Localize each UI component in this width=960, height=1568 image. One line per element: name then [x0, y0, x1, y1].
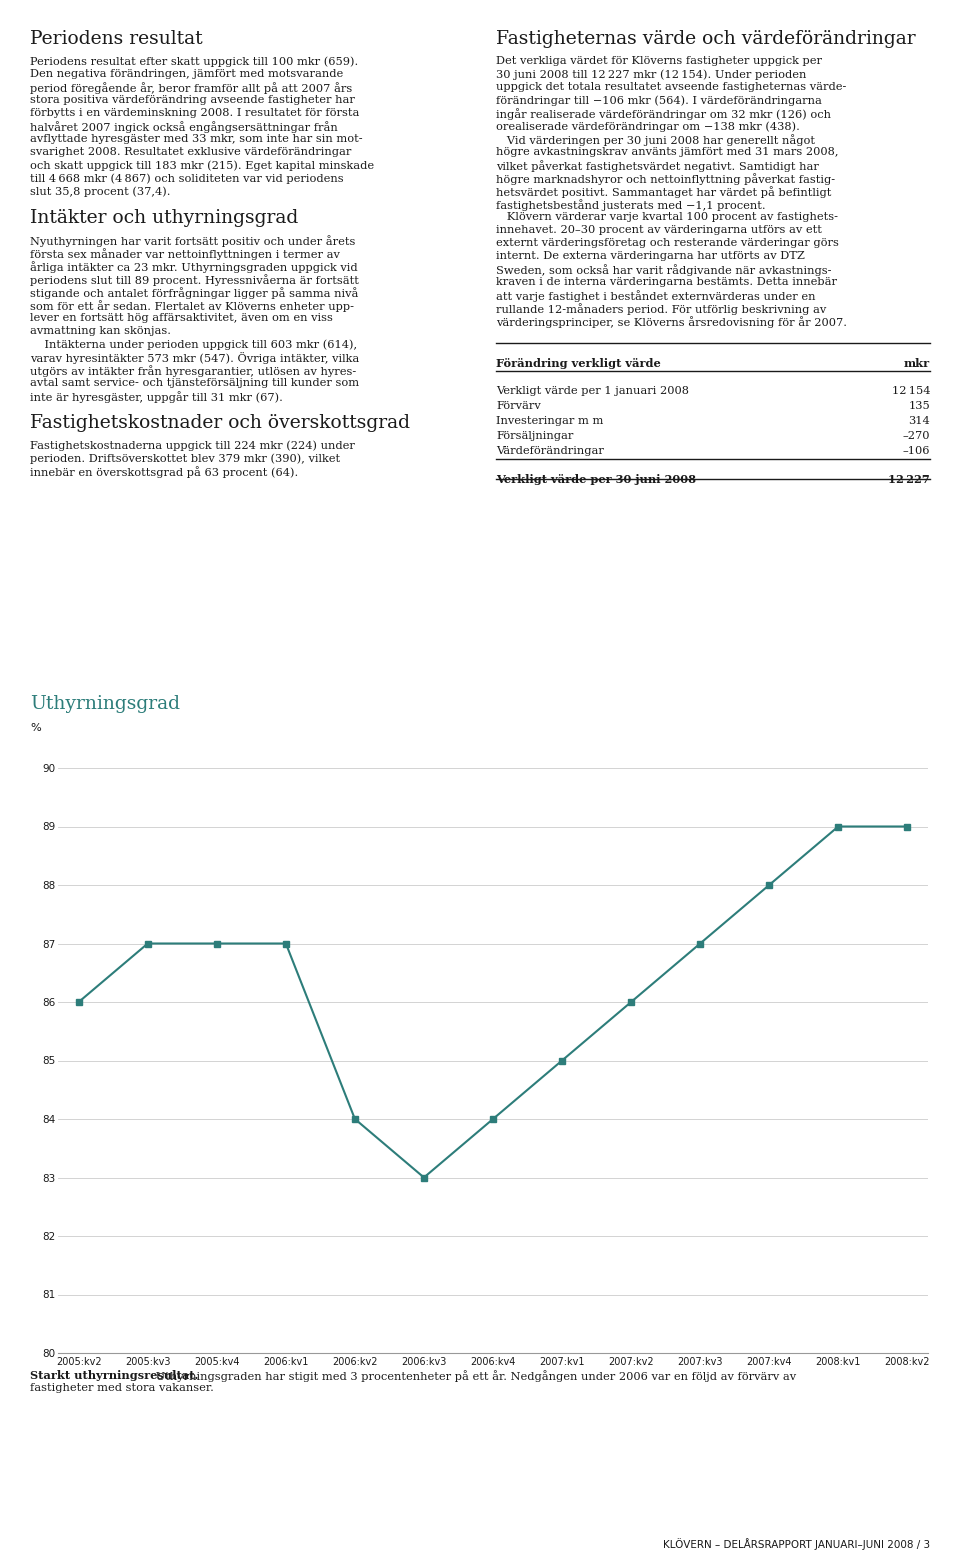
Text: ingår realiserade värdeförändringar om 32 mkr (126) och: ingår realiserade värdeförändringar om 3… — [496, 108, 831, 119]
Text: period föregående år, beror framför allt på att 2007 års: period föregående år, beror framför allt… — [30, 82, 352, 94]
Text: Den negativa förändringen, jämfört med motsvarande: Den negativa förändringen, jämfört med m… — [30, 69, 344, 78]
Text: Förvärv: Förvärv — [496, 401, 540, 411]
Text: mkr: mkr — [904, 358, 930, 368]
Text: Försäljningar: Försäljningar — [496, 431, 573, 441]
Text: Fastighetskostnader och överskottsgrad: Fastighetskostnader och överskottsgrad — [30, 414, 410, 433]
Text: 12 154: 12 154 — [892, 386, 930, 397]
Text: –106: –106 — [902, 445, 930, 456]
Text: KLÖVERN – DELÅRSRAPPORT JANUARI–JUNI 2008 / 3: KLÖVERN – DELÅRSRAPPORT JANUARI–JUNI 200… — [662, 1538, 930, 1551]
Text: Värdeförändringar: Värdeförändringar — [496, 445, 604, 456]
Text: %: % — [30, 723, 40, 732]
Text: Investeringar m m: Investeringar m m — [496, 416, 604, 426]
Text: perioden. Driftsöverskottet blev 379 mkr (390), vilket: perioden. Driftsöverskottet blev 379 mkr… — [30, 453, 340, 464]
Text: Vid värderingen per 30 juni 2008 har generellt något: Vid värderingen per 30 juni 2008 har gen… — [496, 133, 815, 146]
Text: högre avkastningskrav använts jämfört med 31 mars 2008,: högre avkastningskrav använts jämfört me… — [496, 147, 838, 157]
Text: Nyuthyrningen har varit fortsätt positiv och under årets: Nyuthyrningen har varit fortsätt positiv… — [30, 235, 355, 246]
Text: Klövern värderar varje kvartal 100 procent av fastighets-: Klövern värderar varje kvartal 100 proce… — [496, 212, 838, 223]
Text: vilket påverkat fastighetsvärdet negativt. Samtidigt har: vilket påverkat fastighetsvärdet negativ… — [496, 160, 819, 172]
Text: orealiserade värdeförändringar om −138 mkr (438).: orealiserade värdeförändringar om −138 m… — [496, 121, 800, 132]
Text: lever en fortsätt hög affärsaktivitet, även om en viss: lever en fortsätt hög affärsaktivitet, ä… — [30, 314, 333, 323]
Text: uppgick det totala resultatet avseende fastigheternas värde-: uppgick det totala resultatet avseende f… — [496, 82, 847, 93]
Text: Periodens resultat efter skatt uppgick till 100 mkr (659).: Periodens resultat efter skatt uppgick t… — [30, 56, 358, 66]
Text: Förändring verkligt värde: Förändring verkligt värde — [496, 358, 660, 368]
Text: externt värderingsföretag och resterande värderingar görs: externt värderingsföretag och resterande… — [496, 238, 839, 248]
Text: årliga intäkter ca 23 mkr. Uthyrningsgraden uppgick vid: årliga intäkter ca 23 mkr. Uthyrningsgra… — [30, 260, 358, 273]
Text: internt. De externa värderingarna har utförts av DTZ: internt. De externa värderingarna har ut… — [496, 251, 804, 260]
Text: Starkt uthyrningsresultat.: Starkt uthyrningsresultat. — [30, 1370, 199, 1381]
Text: att varje fastighet i beståndet externvärderas under en: att varje fastighet i beståndet externvä… — [496, 290, 815, 301]
Text: första sex månader var nettoinflyttningen i termer av: första sex månader var nettoinflyttninge… — [30, 248, 340, 260]
Text: Sweden, som också har varit rådgivande när avkastnings-: Sweden, som också har varit rådgivande n… — [496, 263, 831, 276]
Text: 314: 314 — [908, 416, 930, 426]
Text: halvåret 2007 ingick också engångsersättningar från: halvåret 2007 ingick också engångsersätt… — [30, 121, 338, 133]
Text: Intäkter och uthyrningsgrad: Intäkter och uthyrningsgrad — [30, 209, 299, 227]
Text: 135: 135 — [908, 401, 930, 411]
Text: varav hyresintäkter 573 mkr (547). Övriga intäkter, vilka: varav hyresintäkter 573 mkr (547). Övrig… — [30, 351, 359, 364]
Text: värderingsprinciper, se Klöverns årsredovisning för år 2007.: värderingsprinciper, se Klöverns årsredo… — [496, 317, 847, 328]
Text: slut 35,8 procent (37,4).: slut 35,8 procent (37,4). — [30, 187, 171, 196]
Text: kraven i de interna värderingarna bestämts. Detta innebär: kraven i de interna värderingarna bestäm… — [496, 278, 837, 287]
Text: inte är hyresgäster, uppgår till 31 mkr (67).: inte är hyresgäster, uppgår till 31 mkr … — [30, 390, 283, 403]
Text: svarighet 2008. Resultatet exklusive värdeförändringar: svarighet 2008. Resultatet exklusive vär… — [30, 147, 351, 157]
Text: innebär en överskottsgrad på 63 procent (64).: innebär en överskottsgrad på 63 procent … — [30, 466, 299, 478]
Text: avtal samt service- och tjänsteförsäljning till kunder som: avtal samt service- och tjänsteförsäljni… — [30, 378, 359, 387]
Text: utgörs av intäkter från hyresgarantier, utlösen av hyres-: utgörs av intäkter från hyresgarantier, … — [30, 365, 356, 376]
Text: förändringar till −106 mkr (564). I värdeförändringarna: förändringar till −106 mkr (564). I värd… — [496, 96, 822, 105]
Text: rullande 12-månaders period. För utförlig beskrivning av: rullande 12-månaders period. För utförli… — [496, 303, 827, 315]
Text: stora positiva värdeförändring avseende fastigheter har: stora positiva värdeförändring avseende … — [30, 96, 355, 105]
Text: fastighetsbestånd justerats med −1,1 procent.: fastighetsbestånd justerats med −1,1 pro… — [496, 199, 766, 210]
Text: Det verkliga värdet för Klöverns fastigheter uppgick per: Det verkliga värdet för Klöverns fastigh… — [496, 56, 822, 66]
Text: hetsvärdet positivt. Sammantaget har värdet på befintligt: hetsvärdet positivt. Sammantaget har vär… — [496, 187, 831, 198]
Text: till 4 668 mkr (4 867) och soliditeten var vid periodens: till 4 668 mkr (4 867) och soliditeten v… — [30, 172, 344, 183]
Text: högre marknadshyror och nettoinflyttning påverkat fastig-: högre marknadshyror och nettoinflyttning… — [496, 172, 835, 185]
Text: Verkligt värde per 30 juni 2008: Verkligt värde per 30 juni 2008 — [496, 474, 696, 485]
Text: 30 juni 2008 till 12 227 mkr (12 154). Under perioden: 30 juni 2008 till 12 227 mkr (12 154). U… — [496, 69, 806, 80]
Text: Uthyrningsgraden har stigit med 3 procentenheter på ett år. Nedgången under 2006: Uthyrningsgraden har stigit med 3 procen… — [153, 1370, 797, 1381]
Text: innehavet. 20–30 procent av värderingarna utförs av ett: innehavet. 20–30 procent av värderingarn… — [496, 224, 822, 235]
Text: stigande och antalet förfrågningar ligger på samma nivå: stigande och antalet förfrågningar ligge… — [30, 287, 358, 299]
Text: avmattning kan skönjas.: avmattning kan skönjas. — [30, 326, 171, 336]
Text: periodens slut till 89 procent. Hyressnivåerna är fortsätt: periodens slut till 89 procent. Hyressni… — [30, 274, 359, 285]
Text: och skatt uppgick till 183 mkr (215). Eget kapital minskade: och skatt uppgick till 183 mkr (215). Eg… — [30, 160, 374, 171]
Text: fastigheter med stora vakanser.: fastigheter med stora vakanser. — [30, 1383, 214, 1392]
Text: 12 227: 12 227 — [888, 474, 930, 485]
Text: Verkligt värde per 1 januari 2008: Verkligt värde per 1 januari 2008 — [496, 386, 689, 397]
Text: Fastigheternas värde och värdeförändringar: Fastigheternas värde och värdeförändring… — [496, 30, 916, 49]
Text: Periodens resultat: Periodens resultat — [30, 30, 203, 49]
Text: Uthyrningsgrad: Uthyrningsgrad — [30, 695, 180, 713]
Text: avflyttade hyresgäster med 33 mkr, som inte har sin mot-: avflyttade hyresgäster med 33 mkr, som i… — [30, 133, 363, 144]
Text: som för ett år sedan. Flertalet av Klöverns enheter upp-: som för ett år sedan. Flertalet av Klöve… — [30, 299, 354, 312]
Text: Intäkterna under perioden uppgick till 603 mkr (614),: Intäkterna under perioden uppgick till 6… — [30, 339, 357, 350]
Text: förbytts i en värdeminskning 2008. I resultatet för första: förbytts i en värdeminskning 2008. I res… — [30, 108, 359, 118]
Text: Fastighetskostnaderna uppgick till 224 mkr (224) under: Fastighetskostnaderna uppgick till 224 m… — [30, 441, 355, 450]
Text: –270: –270 — [902, 431, 930, 441]
